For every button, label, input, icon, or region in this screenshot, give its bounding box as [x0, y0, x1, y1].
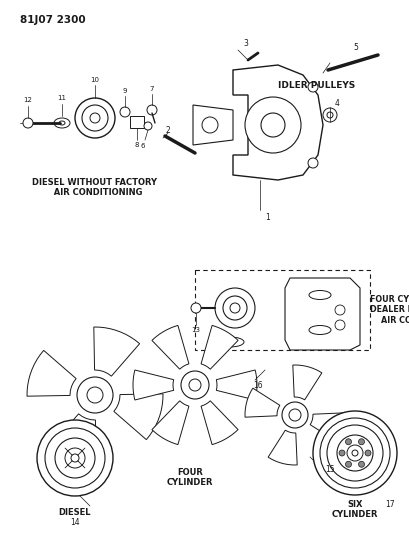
- Circle shape: [55, 438, 95, 478]
- Circle shape: [322, 108, 336, 122]
- Circle shape: [90, 113, 100, 123]
- Circle shape: [144, 122, 152, 130]
- Circle shape: [319, 418, 389, 488]
- Polygon shape: [114, 394, 163, 440]
- Polygon shape: [267, 430, 297, 465]
- Circle shape: [23, 118, 33, 128]
- Circle shape: [82, 105, 108, 131]
- Circle shape: [345, 439, 351, 445]
- Text: 12: 12: [23, 97, 32, 103]
- Text: DIESEL: DIESEL: [58, 508, 91, 517]
- Circle shape: [281, 402, 307, 428]
- Text: 13: 13: [191, 327, 200, 333]
- Text: SIX
CYLINDER: SIX CYLINDER: [331, 500, 378, 519]
- Circle shape: [77, 377, 113, 413]
- Circle shape: [357, 439, 364, 445]
- Circle shape: [334, 320, 344, 330]
- Circle shape: [345, 461, 351, 467]
- Text: 1: 1: [265, 214, 270, 222]
- Polygon shape: [232, 65, 322, 180]
- Circle shape: [222, 296, 246, 320]
- Text: DIESEL WITHOUT FACTORY
  AIR CONDITIONING: DIESEL WITHOUT FACTORY AIR CONDITIONING: [32, 178, 157, 197]
- Circle shape: [351, 450, 357, 456]
- Polygon shape: [27, 350, 76, 396]
- Text: 2: 2: [165, 125, 170, 134]
- Text: IDLER PULLEYS: IDLER PULLEYS: [277, 80, 354, 90]
- Circle shape: [120, 107, 130, 117]
- Text: 5: 5: [353, 43, 357, 52]
- Text: 10: 10: [90, 77, 99, 83]
- Text: 16: 16: [253, 382, 262, 391]
- Circle shape: [336, 435, 372, 471]
- Circle shape: [338, 450, 344, 456]
- Ellipse shape: [54, 118, 70, 128]
- Text: 3: 3: [243, 38, 248, 47]
- Polygon shape: [193, 105, 232, 145]
- Circle shape: [261, 113, 284, 137]
- Text: 81J07 2300: 81J07 2300: [20, 15, 85, 25]
- Ellipse shape: [308, 290, 330, 300]
- Text: 7: 7: [149, 86, 154, 92]
- Bar: [130, 116, 144, 128]
- Circle shape: [65, 448, 85, 468]
- Circle shape: [75, 98, 115, 138]
- Text: 11: 11: [57, 95, 66, 101]
- Polygon shape: [133, 370, 173, 400]
- Circle shape: [71, 454, 79, 462]
- Circle shape: [229, 303, 239, 313]
- Polygon shape: [200, 326, 238, 369]
- Circle shape: [326, 425, 382, 481]
- Text: 4: 4: [334, 99, 339, 108]
- Text: 8: 8: [135, 142, 139, 148]
- Text: 17: 17: [384, 500, 393, 509]
- Ellipse shape: [59, 121, 65, 125]
- Polygon shape: [200, 401, 238, 445]
- Circle shape: [180, 371, 209, 399]
- Circle shape: [357, 461, 364, 467]
- Circle shape: [307, 158, 317, 168]
- Ellipse shape: [308, 326, 330, 335]
- Circle shape: [214, 288, 254, 328]
- Circle shape: [189, 379, 200, 391]
- Circle shape: [191, 303, 200, 313]
- Polygon shape: [94, 327, 139, 376]
- Text: FOUR CYLINDER GAS WITH
DEALER INSTALLED AMERICAN
    AIR CONDITIONING: FOUR CYLINDER GAS WITH DEALER INSTALLED …: [369, 295, 409, 325]
- Circle shape: [346, 445, 362, 461]
- Text: FOUR
CYLINDER: FOUR CYLINDER: [166, 468, 213, 487]
- Polygon shape: [216, 370, 256, 400]
- Circle shape: [37, 420, 113, 496]
- Circle shape: [245, 97, 300, 153]
- Circle shape: [87, 387, 103, 403]
- Polygon shape: [152, 326, 189, 369]
- Ellipse shape: [216, 337, 243, 347]
- Polygon shape: [152, 401, 189, 445]
- Text: 14: 14: [70, 518, 80, 527]
- Text: 6: 6: [140, 143, 145, 149]
- Polygon shape: [292, 365, 321, 400]
- Circle shape: [147, 105, 157, 115]
- Circle shape: [334, 305, 344, 315]
- Circle shape: [312, 411, 396, 495]
- Text: 15: 15: [324, 465, 334, 474]
- Circle shape: [288, 409, 300, 421]
- Circle shape: [45, 428, 105, 488]
- Circle shape: [364, 450, 370, 456]
- Text: 9: 9: [122, 88, 127, 94]
- Polygon shape: [245, 388, 279, 417]
- Circle shape: [326, 112, 332, 118]
- Polygon shape: [50, 414, 96, 463]
- Polygon shape: [284, 278, 359, 350]
- Polygon shape: [310, 413, 344, 442]
- Bar: [195, 270, 369, 350]
- Circle shape: [307, 82, 317, 92]
- Circle shape: [202, 117, 218, 133]
